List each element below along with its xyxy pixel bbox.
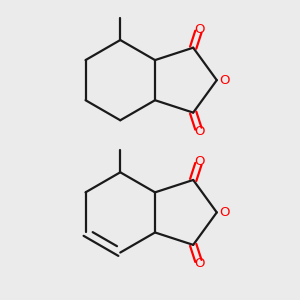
- Text: O: O: [219, 74, 230, 87]
- Text: O: O: [194, 155, 205, 168]
- Text: O: O: [194, 22, 205, 36]
- Text: O: O: [194, 257, 205, 270]
- Text: O: O: [194, 125, 205, 138]
- Text: O: O: [219, 206, 230, 219]
